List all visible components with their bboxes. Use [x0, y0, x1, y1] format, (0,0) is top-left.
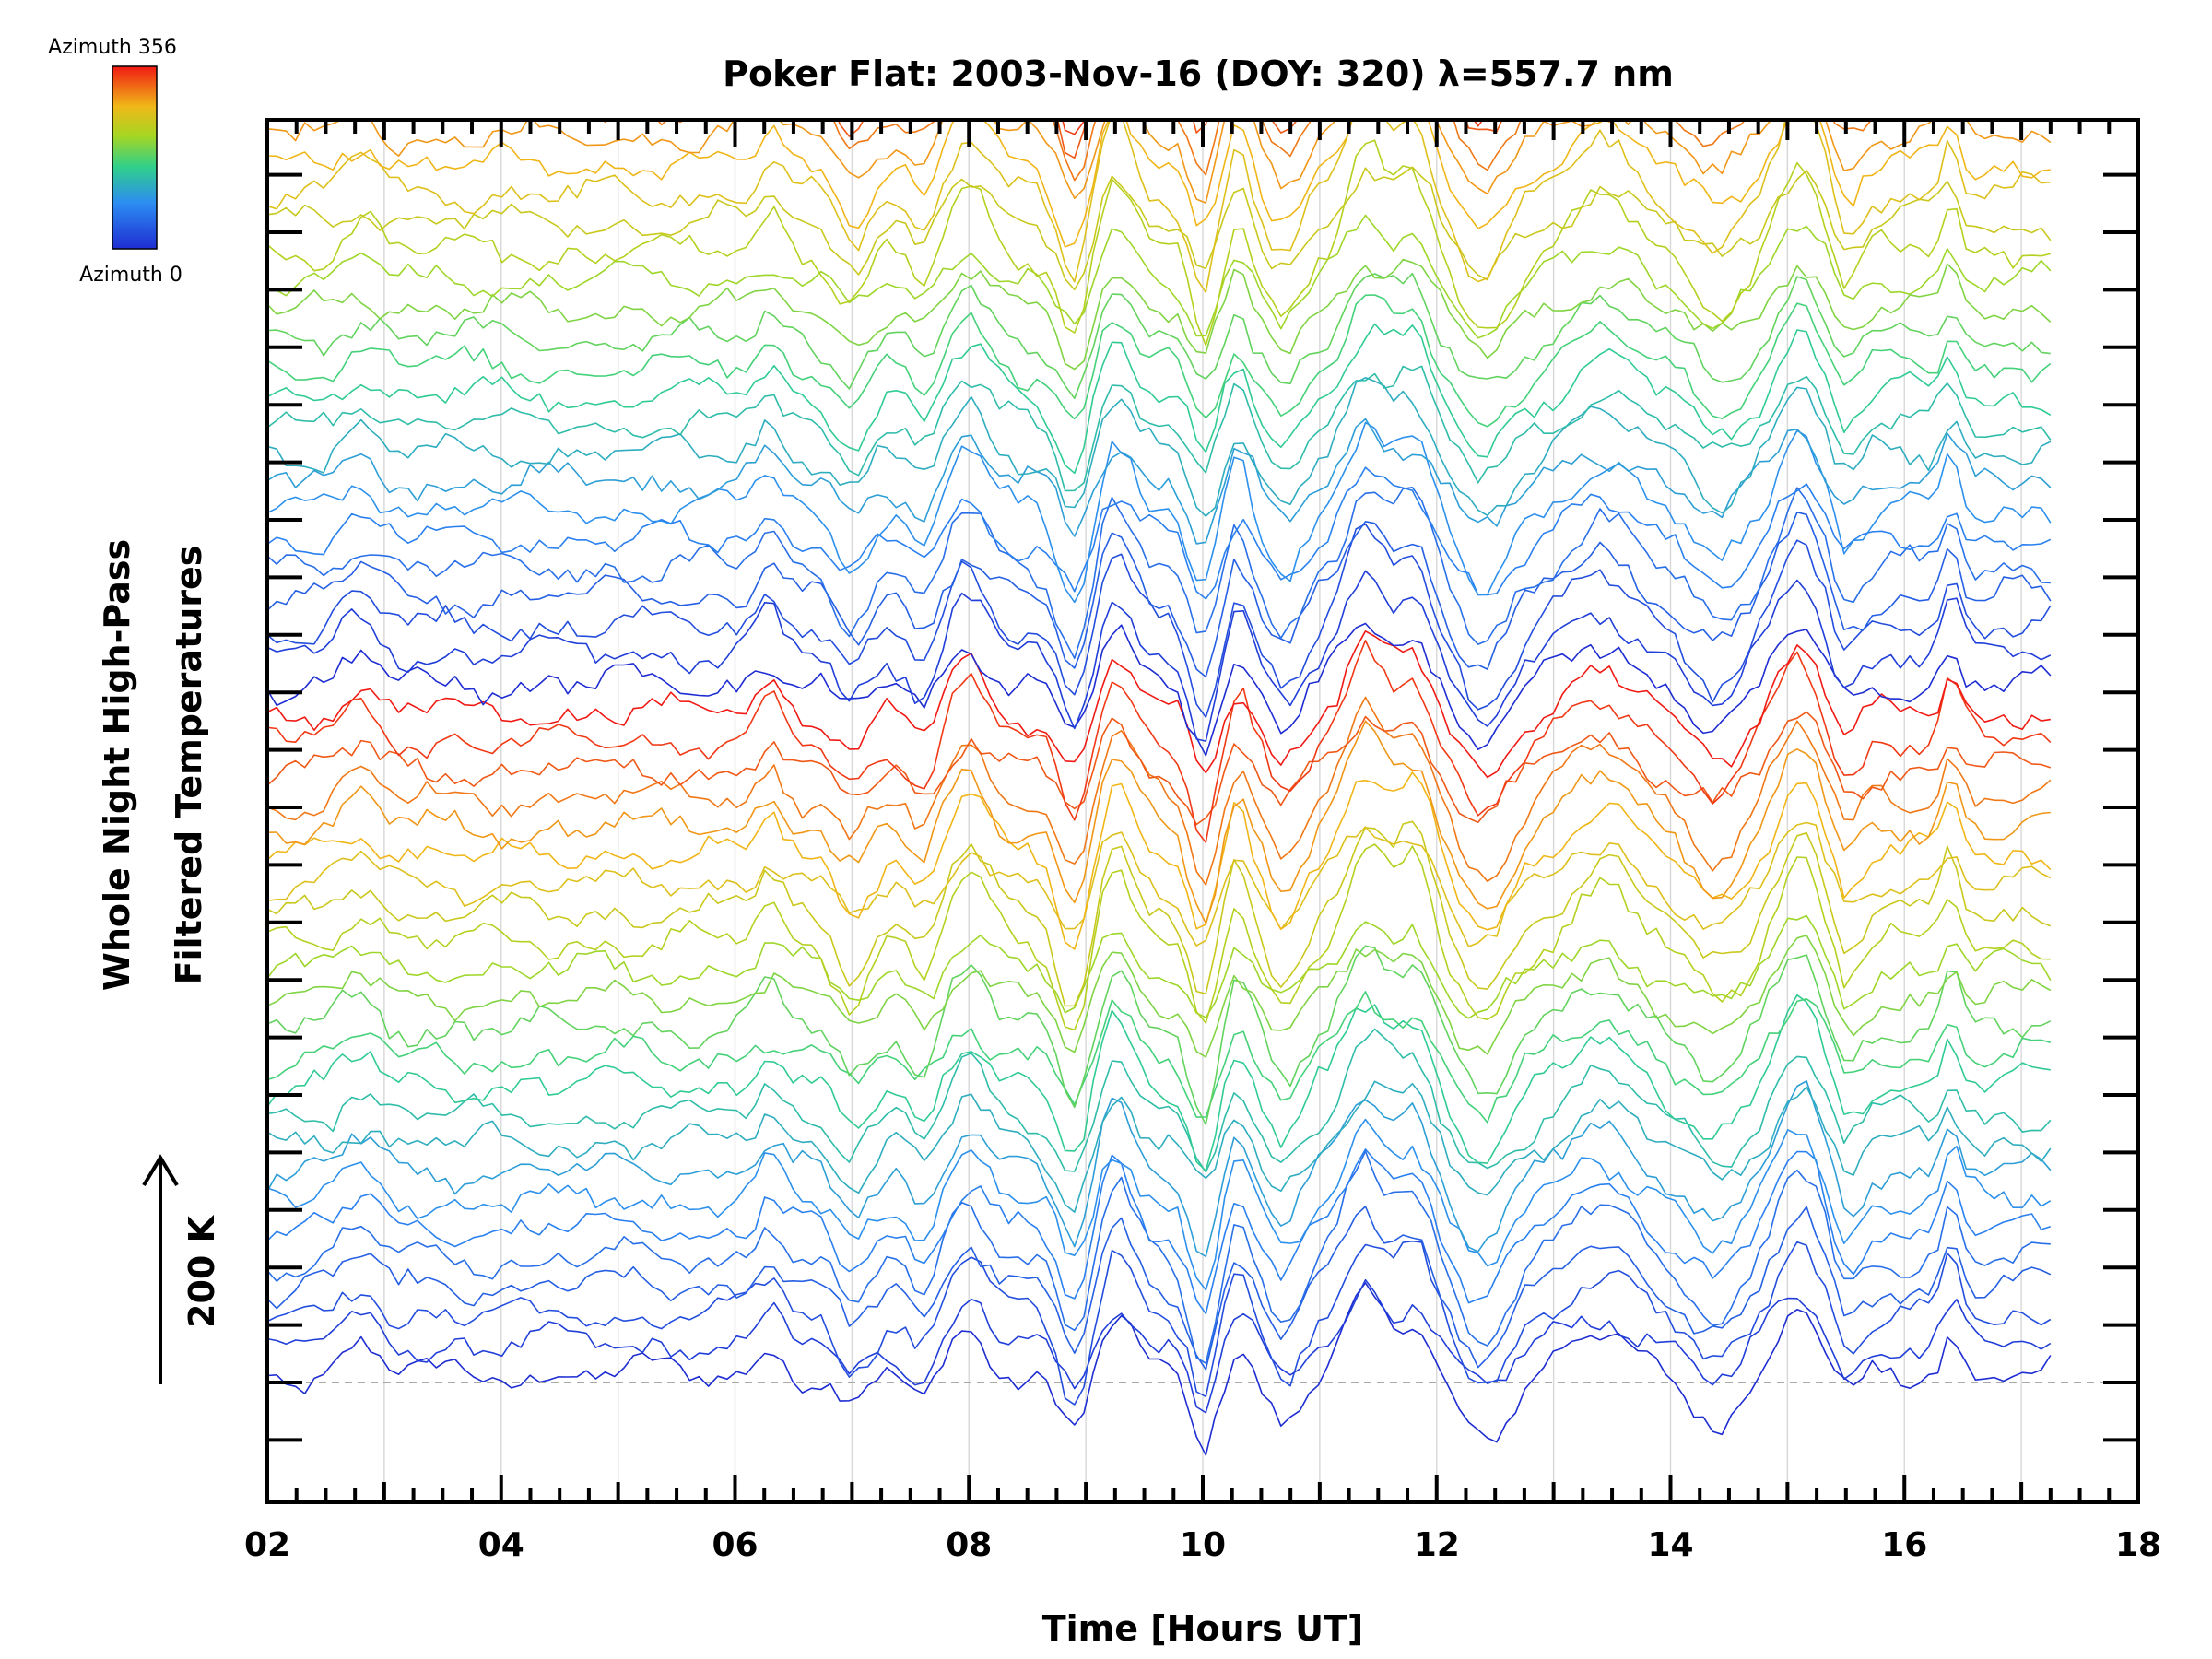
series-line — [267, 945, 2052, 1125]
x-tick-label: 04 — [478, 1526, 524, 1564]
series-line — [267, 323, 2052, 475]
x-tick-label: 18 — [2115, 1526, 2161, 1564]
series-line — [267, 1028, 2052, 1173]
series-line — [267, 570, 2052, 742]
y-ticks — [267, 172, 2138, 1442]
series-line — [267, 466, 2052, 600]
scale-arrow: 200 K — [142, 1154, 222, 1384]
series-line — [267, 166, 2052, 291]
series-line — [267, 294, 2052, 428]
x-tick-label: 08 — [946, 1526, 992, 1564]
series-line — [267, 258, 2052, 371]
series-line — [267, 421, 2052, 604]
series-line — [267, 821, 2052, 947]
scale-arrow-head — [142, 1154, 179, 1187]
series-line — [267, 120, 2051, 294]
x-tick-label: 02 — [244, 1526, 290, 1564]
chart-title: Poker Flat: 2003-Nov-16 (DOY: 320) λ=557… — [723, 53, 1674, 94]
series-line — [267, 523, 2052, 718]
series-line — [267, 629, 2051, 779]
series-line — [267, 139, 2051, 347]
series-line — [267, 120, 2051, 248]
series-line — [267, 1148, 2052, 1315]
series-line — [267, 1240, 2052, 1406]
series-line — [267, 914, 2052, 1019]
x-tick-label: 06 — [712, 1526, 758, 1564]
x-ticks — [265, 120, 2140, 1502]
series-line — [267, 991, 2052, 1124]
colorbar-gradient — [112, 65, 158, 250]
series-line — [267, 696, 2052, 886]
series-line — [267, 1282, 2052, 1456]
series-line — [267, 0, 2051, 32]
series-line — [267, 376, 2052, 517]
series-line — [267, 1278, 2052, 1414]
series-line — [267, 0, 2051, 29]
x-tick-labels: 02 04 06 08 10 12 14 16 18 — [244, 1526, 2161, 1564]
x-tick-label: 12 — [1414, 1526, 1460, 1564]
series-group — [267, 0, 2052, 1456]
scale-label: 200 K — [182, 1214, 222, 1328]
y-axis-label-line1: Whole Night High-Pass — [97, 539, 137, 991]
series-line — [267, 214, 2052, 339]
series-line — [267, 1080, 2052, 1258]
x-tick-label: 16 — [1881, 1526, 1927, 1564]
series-line — [267, 640, 2052, 843]
x-axis-label: Time [Hours UT] — [1042, 1608, 1364, 1649]
colorbar: Azimuth 356 Azimuth 0 — [48, 36, 182, 287]
x-tick-label: 10 — [1180, 1526, 1226, 1564]
series-line — [267, 711, 2052, 826]
series-line — [267, 622, 2052, 757]
series-line — [267, 935, 2052, 1058]
grid-lines — [383, 120, 2022, 1502]
series-line — [267, 1118, 2052, 1291]
series-line — [267, 820, 2052, 1007]
series-line — [267, 365, 2052, 492]
x-tick-label: 14 — [1647, 1526, 1693, 1564]
series-line — [267, 994, 2051, 1171]
series-line — [267, 511, 2052, 678]
series-line — [267, 120, 2052, 204]
series-line — [267, 720, 2051, 924]
colorbar-top-label: Azimuth 356 — [48, 36, 177, 59]
y-axis-label-line2: Filtered Temperatures — [169, 546, 209, 985]
series-line — [267, 843, 2051, 1031]
colorbar-bottom-label: Azimuth 0 — [79, 264, 182, 287]
series-line — [267, 1080, 2052, 1213]
series-line — [267, 771, 2052, 950]
series-line — [267, 486, 2051, 660]
series-line — [267, 272, 2051, 400]
series-line — [267, 1150, 2051, 1364]
series-line — [267, 1206, 2052, 1371]
